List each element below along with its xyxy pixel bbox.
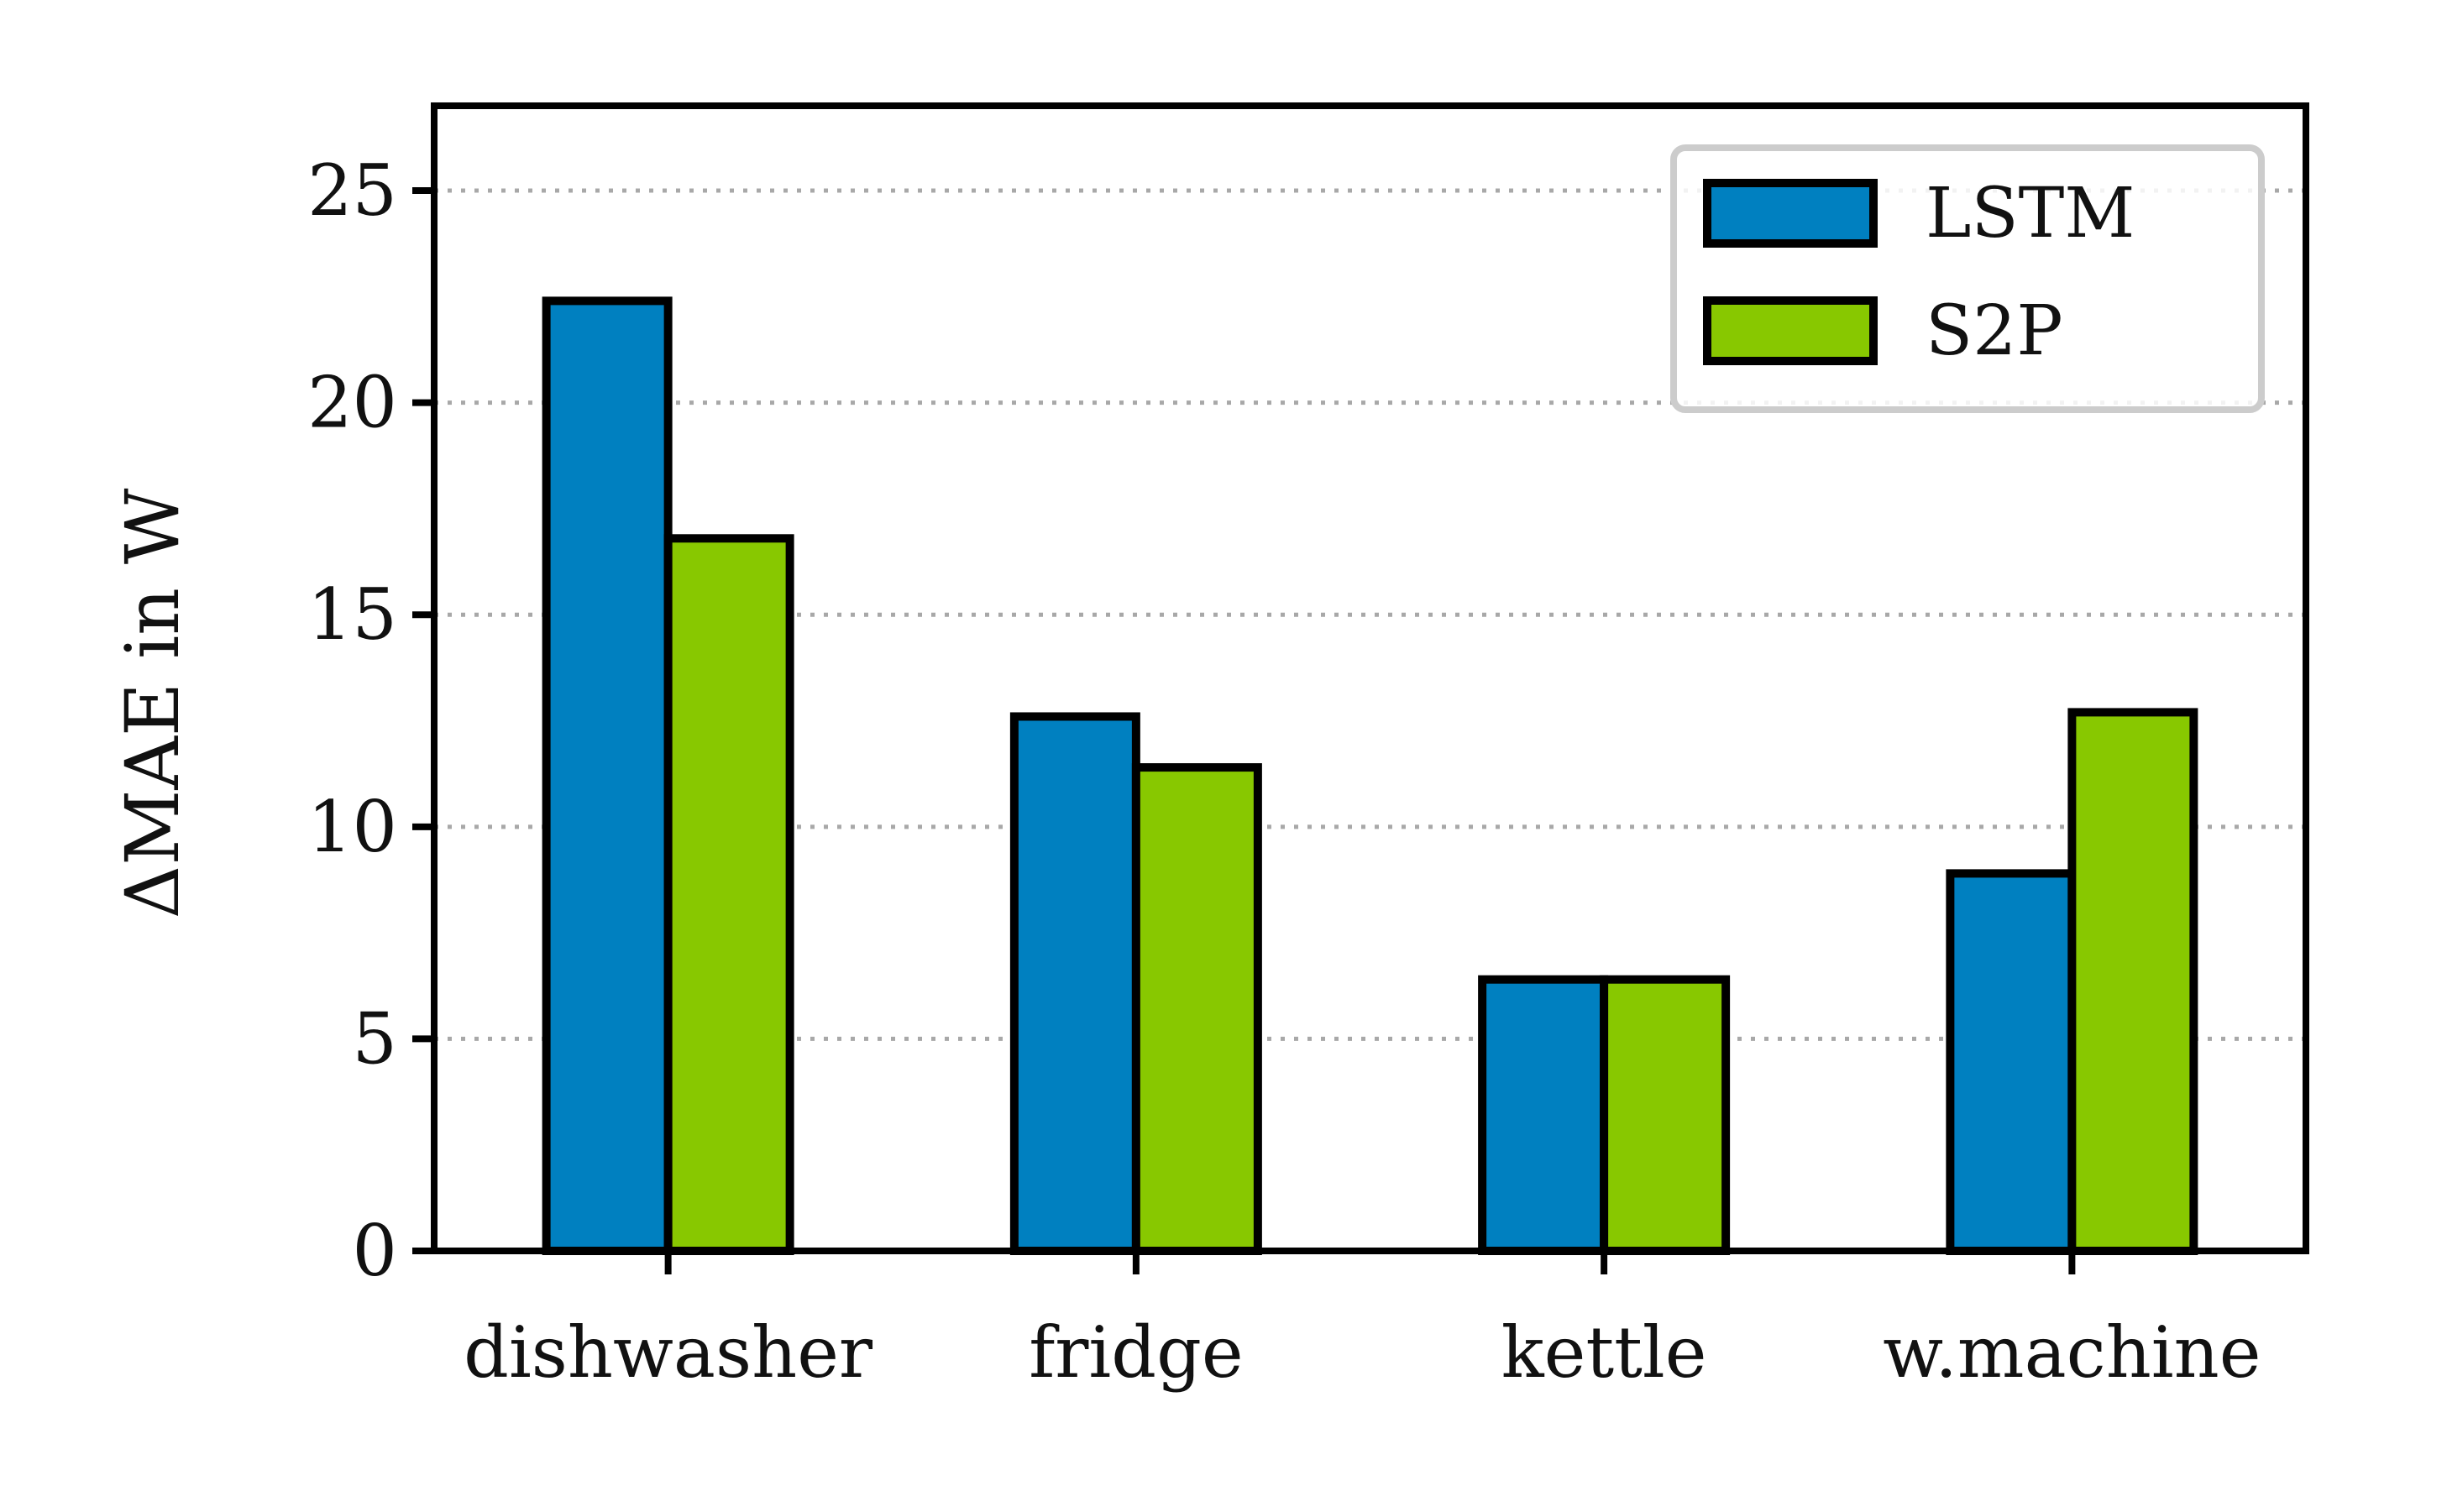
plot-frame bbox=[431, 102, 2309, 1254]
y-tick-label: 25 bbox=[307, 149, 397, 232]
bar-s2p-kettle bbox=[1600, 975, 1731, 1256]
y-tick-label: 0 bbox=[353, 1210, 397, 1292]
bar-lstm-kettle bbox=[1478, 975, 1609, 1256]
legend-swatch-lstm bbox=[1703, 179, 1878, 248]
x-tick-label: kettle bbox=[1501, 1311, 1707, 1394]
y-tick-label: 20 bbox=[307, 362, 397, 444]
legend-swatch-s2p bbox=[1703, 296, 1878, 365]
bar-s2p-fridge bbox=[1131, 763, 1262, 1255]
legend: LSTM S2P bbox=[1670, 144, 2265, 413]
x-tick-label: fridge bbox=[1029, 1311, 1243, 1394]
bars bbox=[542, 296, 2198, 1256]
legend-label-s2p: S2P bbox=[1926, 291, 2063, 371]
y-axis-label: ΔMAE in W bbox=[109, 488, 196, 918]
y-tick-label: 15 bbox=[307, 573, 397, 656]
bar-lstm-dishwasher bbox=[542, 296, 673, 1256]
bar-s2p-w-machine bbox=[2067, 708, 2198, 1255]
legend-label-lstm: LSTM bbox=[1926, 174, 2135, 254]
bar-s2p-dishwasher bbox=[663, 534, 794, 1255]
bar-lstm-fridge bbox=[1009, 712, 1140, 1255]
bar-lstm-w-machine bbox=[1946, 869, 2077, 1255]
x-axis: dishwasher fridge kettle w.machine bbox=[464, 1251, 2261, 1394]
y-tick-label: 10 bbox=[307, 786, 397, 868]
x-tick-label: dishwasher bbox=[464, 1311, 873, 1394]
y-axis: 0 5 10 15 20 25 bbox=[307, 149, 434, 1292]
x-tick-label: w.machine bbox=[1883, 1311, 2261, 1394]
y-tick-label: 5 bbox=[353, 997, 397, 1080]
